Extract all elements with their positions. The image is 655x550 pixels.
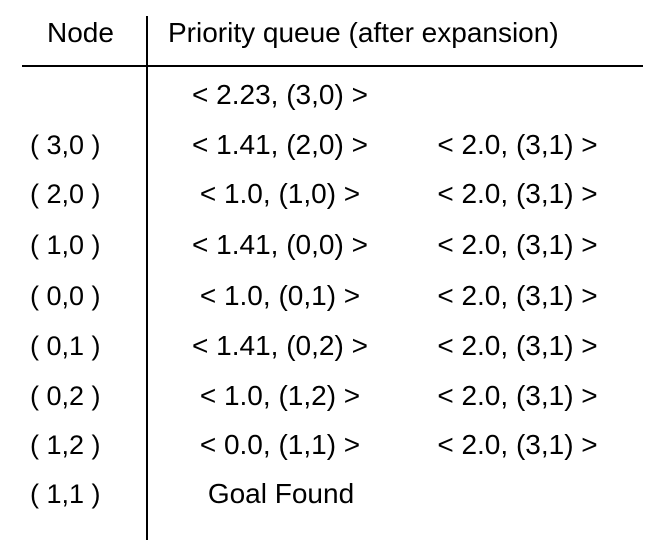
table-row: ( 3,0 ) < 1.41, (2,0) > < 2.0, (3,1) > <box>0 128 655 162</box>
node-cell: ( 2,0 ) <box>30 179 101 209</box>
node-cell: ( 3,0 ) <box>30 130 101 160</box>
queue-entry: < 1.41, (2,0) > <box>192 129 368 160</box>
queue-entry: < 2.0, (3,1) > <box>437 229 598 260</box>
node-cell: ( 0,1 ) <box>30 331 101 361</box>
node-column-header: Node <box>47 17 114 48</box>
table-row: < 2.23, (3,0) > <box>0 78 655 112</box>
table-row: ( 0,1 ) < 1.41, (0,2) > < 2.0, (3,1) > <box>0 329 655 363</box>
node-cell: ( 0,0 ) <box>30 281 101 311</box>
column-divider <box>146 16 148 540</box>
queue-entry: < 2.0, (3,1) > <box>437 330 598 361</box>
node-cell: ( 1,1 ) <box>30 479 101 509</box>
queue-entry: < 1.0, (1,0) > <box>199 178 361 209</box>
node-cell: ( 0,2 ) <box>30 381 101 411</box>
queue-entry: < 0.0, (1,1) > <box>199 429 361 460</box>
table-row: ( 0,2 ) < 1.0, (1,2) > < 2.0, (3,1) > <box>0 379 655 413</box>
table-row: ( 1,1 ) Goal Found <box>0 477 655 511</box>
table-row: ( 0,0 ) < 1.0, (0,1) > < 2.0, (3,1) > <box>0 279 655 313</box>
table-row: ( 1,2 ) < 0.0, (1,1) > < 2.0, (3,1) > <box>0 428 655 462</box>
table-row: ( 1,0 ) < 1.41, (0,0) > < 2.0, (3,1) > <box>0 228 655 262</box>
table-row: ( 2,0 ) < 1.0, (1,0) > < 2.0, (3,1) > <box>0 177 655 211</box>
queue-column-header: Priority queue (after expansion) <box>168 17 559 48</box>
node-cell: ( 1,0 ) <box>30 230 101 260</box>
queue-entry: < 2.0, (3,1) > <box>437 280 598 311</box>
queue-entry: < 1.0, (1,2) > <box>199 380 361 411</box>
queue-entry: < 2.23, (3,0) > <box>192 79 368 110</box>
queue-entry: < 1.41, (0,0) > <box>192 229 368 260</box>
node-cell: ( 1,2 ) <box>30 430 101 460</box>
header-divider <box>22 65 643 67</box>
queue-entry: < 2.0, (3,1) > <box>437 380 598 411</box>
queue-entry: < 2.0, (3,1) > <box>437 129 598 160</box>
queue-entry: < 1.41, (0,2) > <box>192 330 368 361</box>
queue-entry: < 2.0, (3,1) > <box>437 429 598 460</box>
queue-entry: < 1.0, (0,1) > <box>199 280 361 311</box>
goal-found-text: Goal Found <box>207 478 355 509</box>
queue-entry: < 2.0, (3,1) > <box>437 178 598 209</box>
